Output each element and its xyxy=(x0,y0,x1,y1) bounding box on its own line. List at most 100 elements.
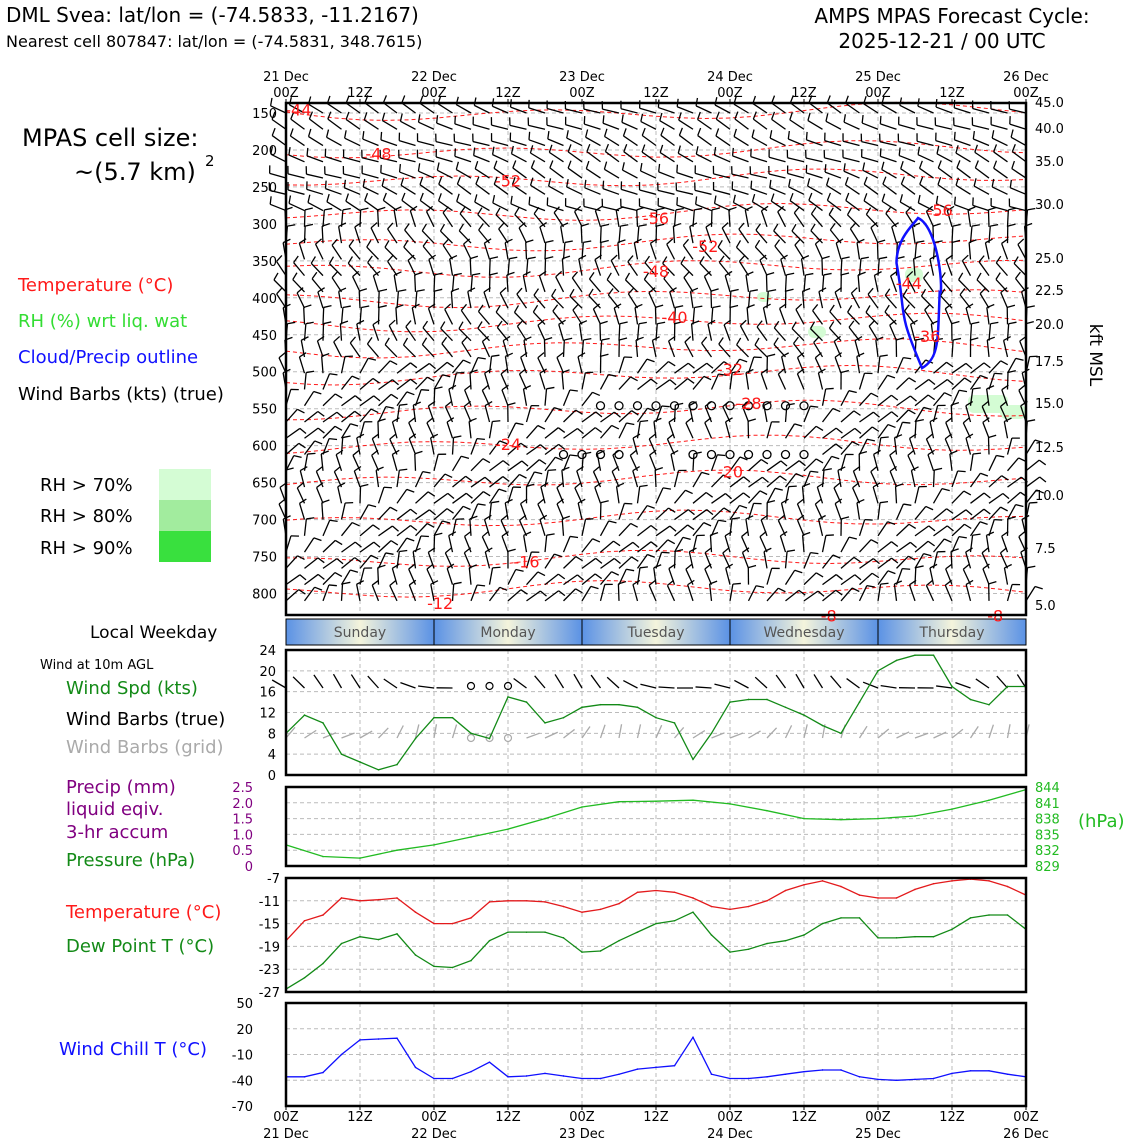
wind-barb xyxy=(604,168,620,179)
wind-barb xyxy=(632,584,639,602)
wind-barb xyxy=(539,226,546,244)
wind-barb xyxy=(752,103,768,114)
wind-barb-flag xyxy=(891,394,899,401)
wind-barb-flag xyxy=(451,288,460,292)
wind-barb-flag xyxy=(601,223,610,227)
wind-barb xyxy=(709,583,713,601)
wind-barb xyxy=(725,568,731,585)
temperature-line-point xyxy=(377,898,380,901)
wind-barb xyxy=(463,243,472,260)
wind-barb-flag xyxy=(867,287,874,295)
wind-barb-flag xyxy=(469,369,478,374)
dewpoint-line-point xyxy=(655,922,657,925)
wind-barb xyxy=(414,471,424,488)
wind-barb xyxy=(322,209,326,227)
wind-barb-flag xyxy=(779,303,787,309)
wind-barb xyxy=(470,491,484,504)
wind-barb xyxy=(813,342,824,358)
wind-barb-flag xyxy=(462,359,471,364)
wind-barb-flag xyxy=(343,179,347,188)
wind-barb-flag xyxy=(795,303,803,310)
wind-barb-flag xyxy=(872,558,880,565)
temp-tick-label: -23 xyxy=(259,963,280,978)
wind-barb xyxy=(814,503,824,520)
windchill-line-point xyxy=(507,1076,509,1078)
wind-barb xyxy=(287,189,305,195)
wind-barb xyxy=(303,440,316,455)
wind-barb xyxy=(951,470,959,488)
wind-barb-flag xyxy=(456,193,460,202)
wind-barb xyxy=(865,311,879,325)
wind-barb-flag xyxy=(704,400,712,407)
wind-barb-flag xyxy=(442,206,449,214)
wind-barb xyxy=(359,554,372,569)
wind-barb-flag xyxy=(574,482,582,489)
wind-barb xyxy=(299,470,306,488)
wind-barb-flag xyxy=(338,222,347,227)
wind-barb-flag xyxy=(649,449,657,456)
bottom-hour-label: 12Z xyxy=(347,1110,373,1125)
wind-barb-flag xyxy=(923,271,930,279)
wind-barb xyxy=(617,242,620,260)
wind-barb xyxy=(578,258,583,276)
top-hour-label: 12Z xyxy=(643,86,669,101)
wind-barb xyxy=(326,136,342,147)
wind-barb xyxy=(474,104,490,114)
wind-barb xyxy=(696,153,712,163)
wind-barb-flag xyxy=(521,460,529,467)
wind-barb xyxy=(914,378,930,390)
wind-barb-flag xyxy=(632,466,640,472)
wind-barb xyxy=(896,541,911,553)
wind-barb-flag xyxy=(952,223,961,227)
wind-barb-flag xyxy=(917,146,921,155)
wind-barb-flag xyxy=(865,305,871,313)
wind-barb xyxy=(1002,340,1009,358)
wind-barb xyxy=(304,557,319,569)
wind-barb-flag xyxy=(368,504,377,508)
wind-barb xyxy=(285,589,300,602)
wind-barb xyxy=(845,102,860,114)
legend-dewpoint: Dew Point T (°C) xyxy=(66,936,214,957)
wind-barb-flag xyxy=(898,147,901,156)
wind-barb xyxy=(599,374,610,390)
wind-barb-grid xyxy=(359,730,373,739)
wind-barb xyxy=(808,102,823,114)
wind-barb-flag xyxy=(375,466,384,471)
wind-barb xyxy=(784,405,788,423)
wind-barb-flag xyxy=(622,128,627,137)
wind-barb-flag xyxy=(653,564,662,569)
windchill-line-point xyxy=(988,1070,990,1072)
wind-barb-flag xyxy=(350,423,359,427)
wind-barb-flag xyxy=(718,519,727,523)
wind-barb-flag xyxy=(669,287,677,293)
wind-barb xyxy=(461,342,472,358)
wind-barb-flag xyxy=(507,548,516,552)
wind-barb-grid xyxy=(858,725,868,739)
wind-barb-flag xyxy=(351,521,360,527)
wind-barb xyxy=(636,209,639,227)
wind-barb xyxy=(457,183,472,195)
wind-barb-flag xyxy=(835,443,843,450)
wind-barb-flag xyxy=(866,438,876,442)
wind-barb-flag xyxy=(556,498,564,505)
wind-barb-flag xyxy=(707,319,716,325)
wind-barb xyxy=(472,140,490,147)
wind-barb-flag xyxy=(599,320,608,325)
wind-barb xyxy=(446,568,454,585)
wind-barb-flag xyxy=(832,407,841,413)
wind-barb xyxy=(856,242,861,260)
wind-barb xyxy=(338,291,343,309)
wind-barb-flag xyxy=(602,115,605,124)
wind-barb xyxy=(362,138,379,147)
wind-barb-flag xyxy=(449,254,458,260)
wind-barb xyxy=(826,184,842,195)
wind-barb xyxy=(488,586,501,602)
wind-barb xyxy=(468,567,472,585)
wind-barb-flag xyxy=(663,271,670,280)
wind-barb-flag xyxy=(428,362,436,370)
wind-barb-flag xyxy=(723,361,732,367)
bottom-date-label: 23 Dec xyxy=(559,1127,605,1140)
wind-barb-flag xyxy=(477,357,486,360)
wind-barb-flag xyxy=(643,272,650,280)
wind-barb xyxy=(293,262,305,277)
